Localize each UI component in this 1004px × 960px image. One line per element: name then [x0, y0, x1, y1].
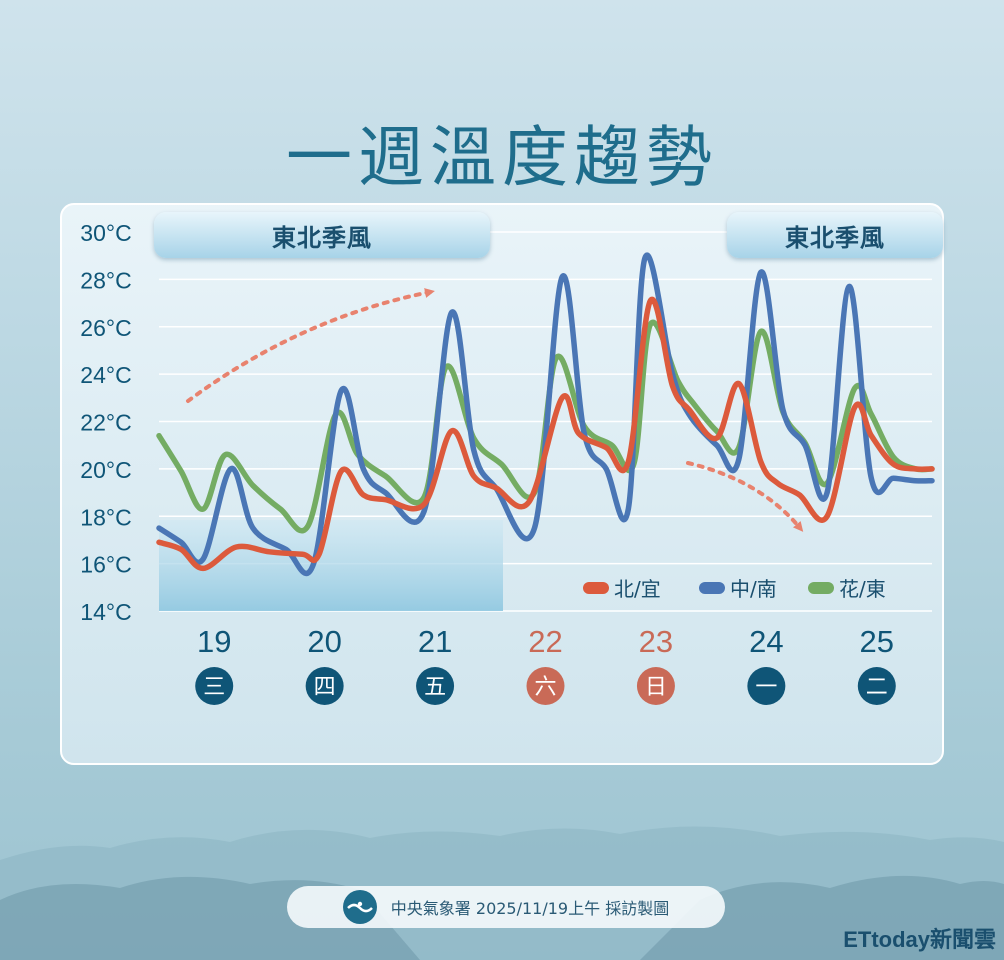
y-tick-label: 26°C [80, 315, 131, 341]
cold-surge-shading [159, 520, 503, 611]
weekday-badge [416, 667, 455, 705]
source-credit: 中央氣象署 2025/11/19上午 採訪製圖 [287, 886, 725, 928]
legend-swatch [583, 582, 609, 594]
x-tick-date: 25 [860, 624, 894, 659]
weekday-badge [305, 667, 344, 705]
series-line-central-south [156, 252, 935, 576]
y-tick-label: 14°C [80, 599, 131, 625]
weekday-badge [857, 667, 896, 705]
legend-label: 中/南 [730, 577, 777, 601]
cooling-trend-arrow [686, 461, 804, 532]
x-tick-date: 21 [418, 624, 452, 659]
warming-trend-arrow [186, 288, 435, 403]
monsoon-banner-left: 東北季風 [154, 212, 490, 258]
legend-label: 花/東 [839, 577, 886, 601]
weekday-label: 一 [755, 675, 777, 700]
y-tick-label: 28°C [80, 267, 131, 293]
legend-swatch [808, 582, 834, 594]
legend-label: 北/宜 [614, 577, 661, 601]
weekday-label: 三 [203, 675, 225, 700]
weekday-badge [526, 667, 565, 705]
y-tick-label: 24°C [80, 362, 131, 388]
series-line-north [156, 296, 935, 572]
y-tick-label: 16°C [80, 552, 131, 578]
x-tick-date: 20 [307, 624, 341, 659]
monsoon-banner-right: 東北季風 [727, 212, 943, 258]
weekday-label: 日 [645, 675, 667, 700]
weekday-label: 四 [314, 675, 336, 700]
x-tick-date: 24 [749, 624, 783, 659]
page-title: 一週溫度趨勢 [286, 119, 718, 196]
y-tick-label: 18°C [80, 504, 131, 530]
weekday-label: 六 [534, 675, 556, 700]
y-tick-label: 22°C [80, 410, 131, 436]
x-tick-date: 22 [528, 624, 562, 659]
watermark-logo: ETtoday新聞雲 [843, 927, 996, 952]
weekday-label: 五 [424, 675, 446, 700]
weekday-badge [636, 667, 675, 705]
weekday-label: 二 [866, 675, 888, 700]
weekday-badge [747, 667, 786, 705]
weekday-badge [195, 667, 234, 705]
cwa-logo-icon [342, 890, 377, 924]
legend-swatch [699, 582, 725, 594]
x-tick-date: 23 [639, 624, 673, 659]
y-tick-label: 20°C [80, 457, 131, 483]
source-text: 中央氣象署 2025/11/19上午 採訪製圖 [390, 899, 670, 918]
x-tick-date: 19 [197, 624, 231, 659]
y-tick-label: 30°C [80, 220, 131, 246]
